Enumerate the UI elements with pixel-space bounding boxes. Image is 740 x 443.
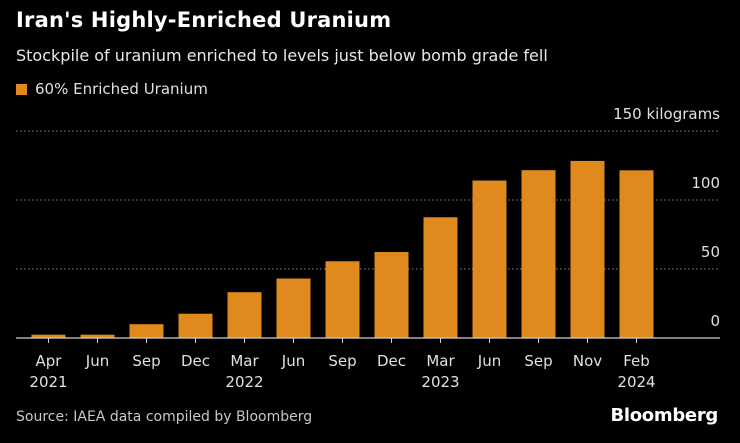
bar [472, 180, 507, 338]
legend-swatch [16, 83, 27, 95]
x-tick-year-label: 2022 [225, 373, 263, 391]
chart-subtitle: Stockpile of uranium enriched to levels … [16, 46, 548, 65]
x-tick-label: Sep [132, 352, 160, 370]
x-tick-label: Jun [281, 352, 305, 370]
bloomberg-logo: Bloomberg [610, 405, 718, 426]
y-tick-label: 150 kilograms [613, 105, 720, 123]
legend-label: 60% Enriched Uranium [35, 80, 208, 98]
x-tick-label: Sep [524, 352, 552, 370]
chart-title: Iran's Highly-Enriched Uranium [16, 8, 392, 32]
bar [276, 278, 311, 338]
bar [31, 334, 66, 338]
bar [80, 334, 115, 338]
x-tick-label: Sep [328, 352, 356, 370]
bar [178, 313, 213, 338]
y-tick-label: 100 [691, 174, 720, 192]
y-tick-label: 0 [710, 312, 720, 330]
bar [570, 160, 605, 338]
bar [619, 170, 654, 338]
x-tick-label: Mar [426, 352, 455, 370]
bar [374, 252, 409, 338]
legend: 60% Enriched Uranium [16, 80, 208, 98]
bar [129, 324, 164, 338]
x-tick-label: Mar [230, 352, 259, 370]
bar [423, 217, 458, 338]
x-tick-label: Dec [181, 352, 210, 370]
x-tick-label: Feb [623, 352, 650, 370]
bar [325, 261, 360, 338]
x-tick-label: Apr [36, 352, 63, 370]
x-tick-year-label: 2024 [617, 373, 655, 391]
x-tick-label: Dec [377, 352, 406, 370]
y-tick-label: 50 [701, 243, 720, 261]
x-tick-label: Jun [85, 352, 109, 370]
source-note: Source: IAEA data compiled by Bloomberg [16, 409, 313, 425]
x-tick-year-label: 2021 [29, 373, 67, 391]
x-tick-year-label: 2023 [421, 373, 459, 391]
bar [227, 292, 262, 338]
x-tick-label: Jun [477, 352, 501, 370]
bar [521, 170, 556, 338]
x-tick-label: Nov [573, 352, 602, 370]
